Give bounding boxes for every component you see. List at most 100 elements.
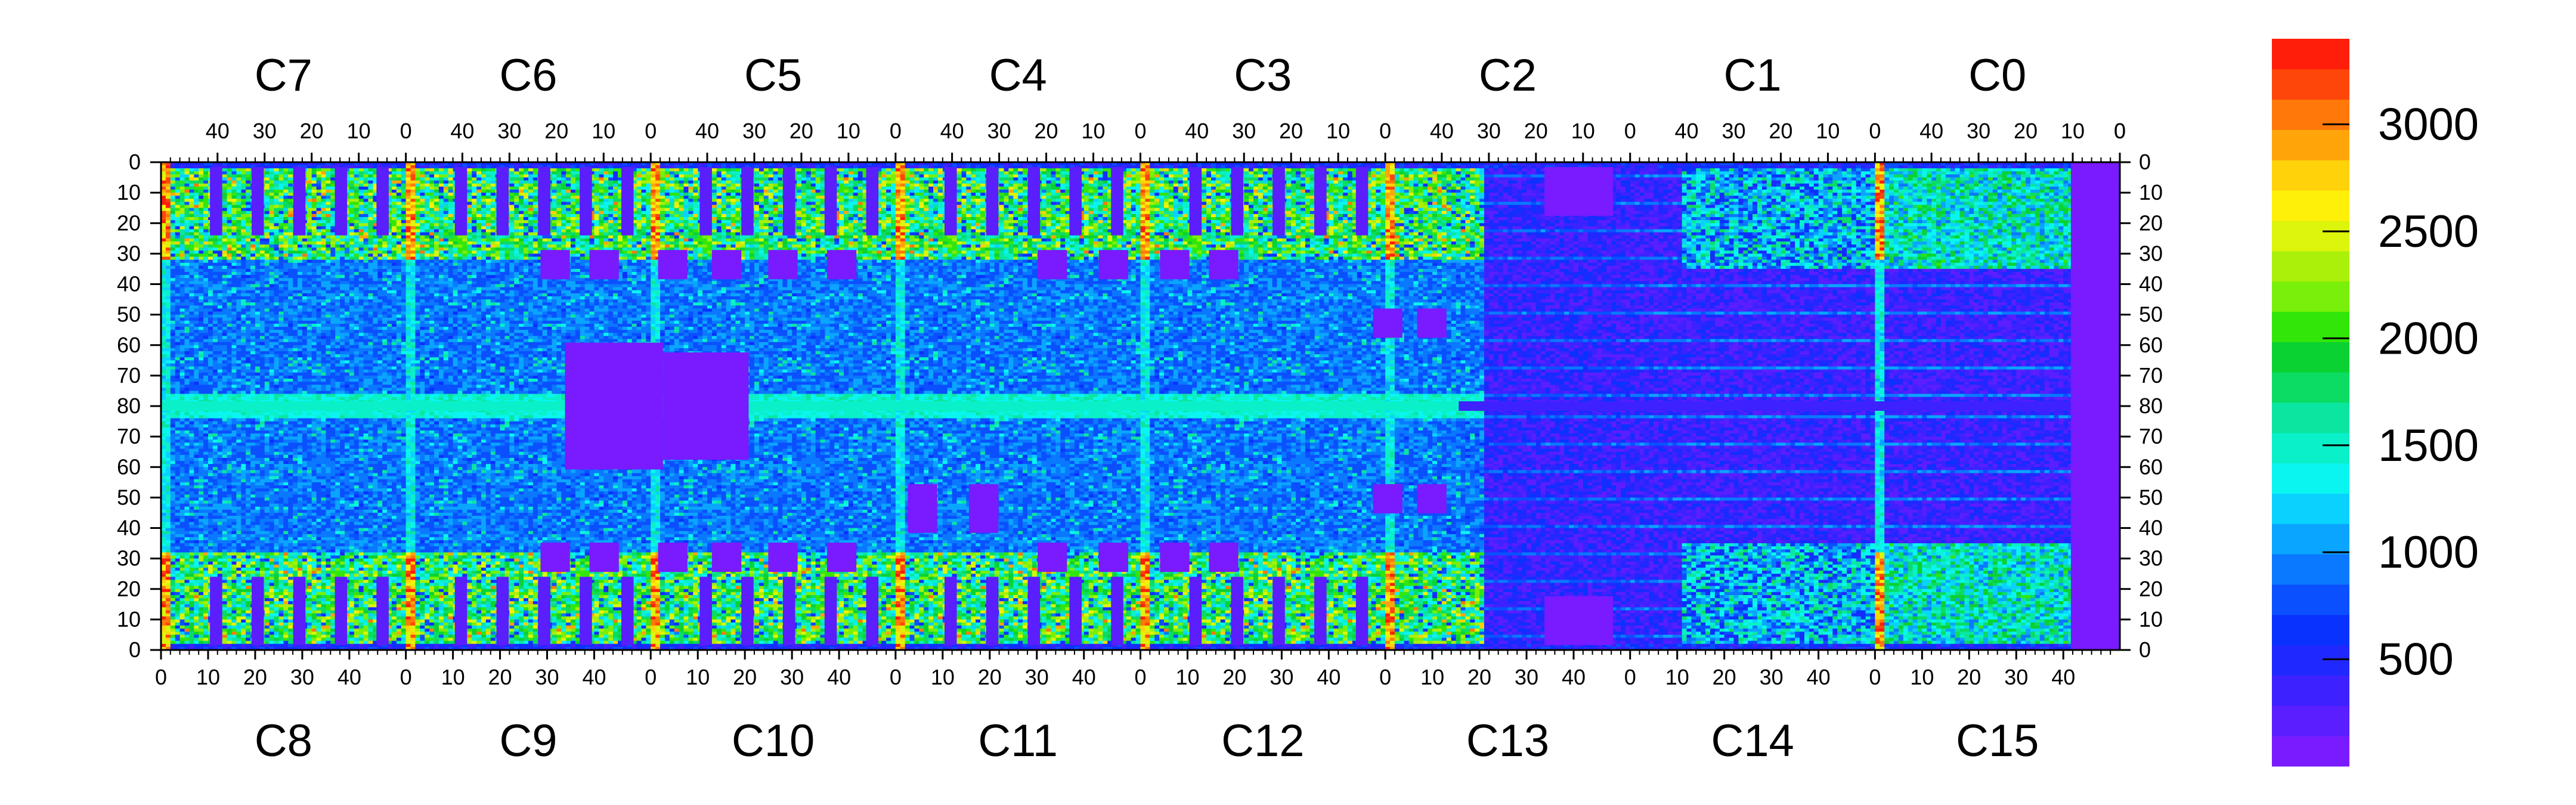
heatmap-cell: [250, 244, 256, 248]
heatmap-cell: [260, 272, 265, 275]
heatmap-cell: [349, 253, 355, 257]
heatmap-cell: [194, 205, 199, 209]
heatmap-cell: [312, 236, 317, 239]
heatmap-cell: [302, 253, 308, 257]
heatmap-cell: [213, 269, 218, 273]
heatmap-cell: [283, 165, 289, 169]
heatmap-cell: [241, 287, 246, 291]
heatmap-cell: [184, 296, 190, 300]
heatmap-cell: [250, 296, 256, 300]
heatmap-cell: [330, 263, 336, 267]
heatmap-cell: [236, 202, 242, 205]
heatmap-cell: [312, 284, 317, 288]
heatmap-cell: [270, 239, 275, 242]
heatmap-cell: [184, 165, 190, 169]
heatmap-cell: [335, 318, 340, 321]
heatmap-cell: [246, 256, 251, 260]
heatmap-cell: [392, 181, 397, 184]
heatmap-cell: [397, 214, 402, 218]
heatmap-cell: [175, 168, 181, 172]
heatmap-cell: [373, 269, 378, 273]
heatmap-cell: [189, 260, 194, 264]
heatmap-cell: [293, 242, 298, 245]
heatmap-cell: [354, 190, 360, 193]
heatmap-cell: [321, 202, 326, 205]
heatmap-cell: [293, 287, 298, 291]
heatmap-cell: [180, 217, 185, 221]
heatmap-cell: [354, 239, 360, 242]
heatmap-cell: [307, 250, 312, 254]
heatmap-cell: [387, 278, 392, 281]
heatmap-cell: [175, 305, 181, 309]
heatmap-cell: [298, 250, 303, 254]
heatmap-cell: [345, 281, 350, 284]
heatmap-cell: [218, 275, 223, 278]
heatmap-cell: [222, 293, 228, 297]
heatmap-cell: [203, 263, 209, 267]
heatmap-cell: [265, 190, 270, 193]
heatmap-cell: [335, 250, 340, 254]
heatmap-cell: [354, 178, 360, 181]
heatmap-cell: [354, 281, 360, 284]
heatmap-cell: [241, 181, 246, 184]
heatmap-cell: [227, 287, 233, 291]
heatmap-cell: [184, 318, 190, 321]
heatmap-cell: [231, 239, 237, 242]
heatmap-cell: [387, 263, 392, 267]
heatmap-cell: [354, 315, 360, 318]
heatmap-cell: [401, 211, 407, 215]
heatmap-cell: [368, 324, 373, 327]
heatmap-cell: [288, 312, 293, 315]
heatmap-cell: [312, 247, 317, 251]
heatmap-cell: [241, 275, 246, 278]
heatmap-cell: [203, 220, 209, 224]
heatmap-cell: [265, 217, 270, 221]
heatmap-cell: [345, 244, 350, 248]
heatmap-cell: [278, 168, 284, 172]
heatmap-cell: [199, 208, 204, 212]
heatmap-cell: [321, 287, 326, 291]
heatmap-cell: [180, 220, 185, 224]
heatmap-cell: [246, 168, 251, 172]
heatmap-cell: [171, 305, 176, 309]
heatmap-cell: [330, 233, 336, 236]
heatmap-cell: [213, 296, 218, 300]
heatmap-cell: [274, 168, 280, 172]
heatmap-cell: [283, 199, 289, 202]
heatmap-cell: [298, 263, 303, 267]
heatmap-cell: [199, 312, 204, 315]
heatmap-cell: [194, 281, 199, 284]
heatmap-cell: [340, 318, 345, 321]
heatmap-cell: [265, 324, 270, 327]
heatmap-cell: [231, 181, 237, 184]
heatmap-cell: [270, 244, 275, 248]
heatmap-cell: [307, 275, 312, 278]
heatmap-cell: [392, 290, 397, 294]
heatmap-cell: [255, 250, 261, 254]
heatmap-cell: [368, 233, 373, 236]
heatmap-cell: [246, 284, 251, 288]
heatmap-cell: [180, 299, 185, 303]
heatmap-cell: [166, 324, 171, 327]
heatmap-cell: [180, 315, 185, 318]
heatmap-cell: [255, 284, 261, 288]
heatmap-cell: [203, 202, 209, 205]
heatmap-cell: [364, 281, 369, 284]
heatmap-cell: [307, 208, 312, 212]
heatmap-cell: [255, 266, 261, 270]
heatmap-cell: [354, 256, 360, 260]
heatmap-cell: [283, 290, 289, 294]
heatmap-cell: [255, 305, 261, 309]
heatmap-cell: [321, 165, 326, 169]
heatmap-cell: [260, 318, 265, 321]
heatmap-cell: [373, 318, 378, 321]
heatmap-cell: [354, 250, 360, 254]
heatmap-cell: [184, 281, 190, 284]
heatmap-cell: [345, 242, 350, 245]
heatmap-cell: [326, 296, 331, 300]
heatmap-cell: [184, 256, 190, 260]
heatmap-cell: [354, 165, 360, 169]
heatmap-cell: [307, 312, 312, 315]
heatmap-cell: [255, 253, 261, 257]
heatmap-cell: [222, 253, 228, 257]
